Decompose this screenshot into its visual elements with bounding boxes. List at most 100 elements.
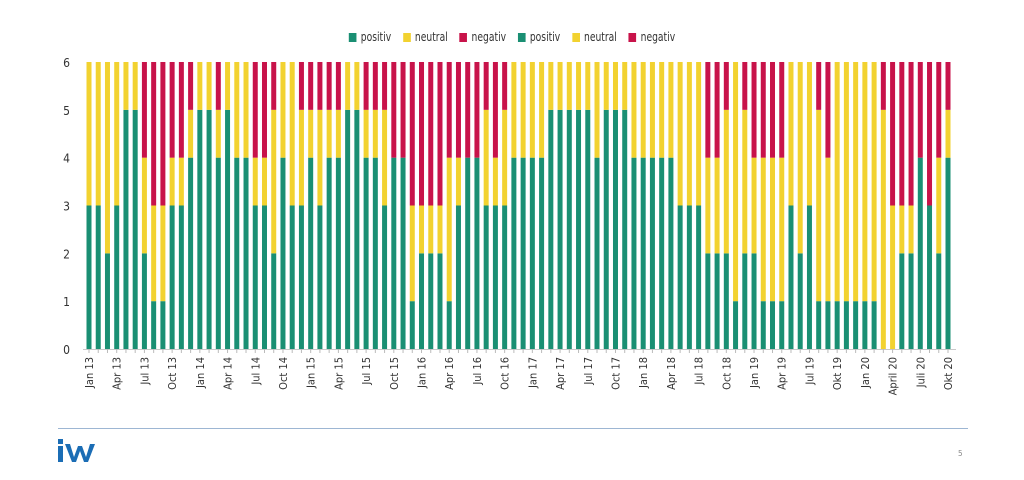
bar-segment-neutral [649,62,655,158]
bar-segment-positiv [114,205,120,349]
bar-segment-positiv [419,253,425,349]
bar-segment-positiv [317,205,323,349]
bar-segment-positiv [816,301,822,349]
bar-segment-negativ [271,62,277,110]
bar-segment-negativ [890,62,896,206]
bar-segment-positiv [160,301,166,349]
x-tick-label: Jan 13 [83,357,96,389]
bar-segment-neutral [686,62,692,206]
x-tick-label: Jul 18 [693,357,706,386]
y-tick-label: 6 [63,56,70,70]
bar-segment-positiv [104,253,110,349]
bar-segment-positiv [520,157,526,349]
bar-segment-neutral [806,62,812,206]
bar-segment-positiv [261,205,267,349]
x-tick-label: Apr 14 [222,357,235,390]
bar-segment-positiv [206,109,212,349]
page-number: 5 [958,449,963,458]
bar-segment-neutral [483,109,489,206]
legend-item-negativ: negativ [459,30,506,44]
x-tick-label: Jan 19 [748,357,761,389]
bar-segment-positiv [86,205,92,349]
x-tick-label: Oct 14 [277,357,290,390]
bar-segment-positiv [178,205,184,349]
legend-label: positiv [360,30,392,44]
bar-segment-positiv [603,109,609,349]
bar-segment-positiv [141,253,147,349]
iw-logo [56,438,98,468]
bar-segment-positiv [760,301,766,349]
bar-segment-positiv [696,205,702,349]
bar-segment-positiv [640,157,646,349]
bar-segment-negativ [465,62,471,158]
bar-segment-neutral [243,62,249,158]
bar-segment-positiv [539,157,545,349]
bar-segment-positiv [529,157,535,349]
bar-segment-positiv [252,205,258,349]
bar-segment-negativ [298,62,304,110]
bar-segment-positiv [335,157,341,349]
x-tick-label: April 20 [887,357,900,395]
bar-segment-positiv [668,157,674,349]
legend-item-positiv: positiv [517,30,560,44]
bar-segment-negativ [723,62,729,110]
x-tick-label: Apr 15 [332,357,345,390]
bar-segment-negativ [382,62,388,110]
bar-segment-neutral [197,62,203,110]
bar-segment-positiv [123,109,129,349]
bar-segment-negativ [335,62,341,110]
bar-segment-positiv [566,109,572,349]
bar-segment-positiv [825,301,831,349]
bar-segment-negativ [428,62,434,206]
bar-segment-negativ [492,62,498,158]
bar-segment-neutral [779,157,785,302]
x-tick-label: Apr 19 [776,357,789,390]
bar-segment-negativ [419,62,425,206]
bar-segment-neutral [566,62,572,110]
bar-segment-positiv [400,157,406,349]
bar-segment-positiv [280,157,286,349]
x-tick-label: Jan 20 [859,357,872,389]
x-tick-label: Jan 14 [194,357,207,389]
legend-item-positiv: positiv [348,30,392,44]
bar-segment-neutral [141,157,147,254]
bar-segment-positiv [197,109,203,349]
bar-segment-neutral [160,205,166,302]
x-tick-label: Juli 20 [914,357,927,388]
legend-item-negativ: negativ [628,30,675,44]
bar-segment-neutral [899,205,905,254]
bar-segment-positiv [132,109,138,349]
bar-segment-positiv [686,205,692,349]
legend-swatch [348,32,357,42]
bar-segment-positiv [714,253,720,349]
bar-segment-neutral [271,109,277,254]
bar-segment-neutral [659,62,665,158]
bar-segment-neutral [723,109,729,254]
bar-segment-negativ [400,62,406,158]
x-tick-label: Jul 17 [582,357,595,386]
bar-segment-neutral [557,62,563,110]
bar-segment-positiv [455,205,461,349]
bar-segment-positiv [289,205,295,349]
bar-segment-neutral [696,62,702,206]
x-tick-label: Jul 16 [471,357,484,386]
x-tick-label: Okt 19 [831,357,844,390]
bar-segment-neutral [317,109,323,206]
legend-swatch [628,32,637,42]
x-tick-label: Jul 13 [138,357,151,386]
bar-segment-negativ [880,62,886,110]
bar-segment-neutral [640,62,646,158]
bar-segment-neutral [437,205,443,254]
bar-segment-positiv [612,109,618,349]
bar-segment-neutral [816,109,822,302]
bar-segment-neutral [880,109,886,349]
bar-segment-negativ [816,62,822,110]
bar-segment-positiv [169,205,175,349]
x-tick-label: Jan 16 [416,357,429,389]
bar-segment-neutral [871,62,877,302]
bar-segment-positiv [917,157,923,349]
y-tick-label: 5 [63,104,70,118]
bar-segment-neutral [862,62,868,302]
bar-segment-positiv [631,157,637,349]
bar-segment-neutral [668,62,674,158]
